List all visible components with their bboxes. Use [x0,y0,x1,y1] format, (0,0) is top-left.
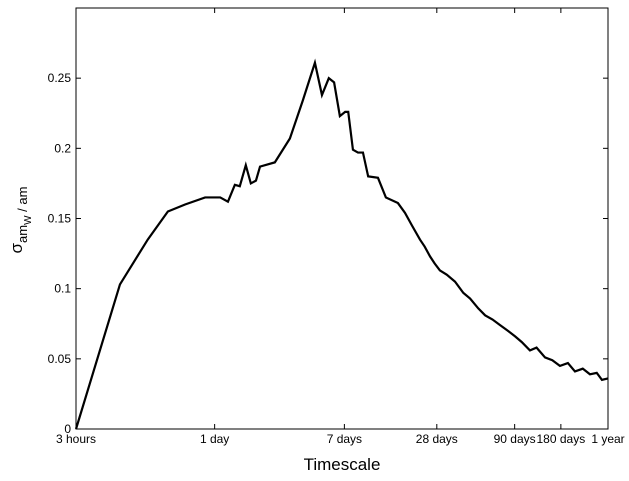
y-tick-label: 0 [64,422,71,436]
y-tick-label: 0.15 [48,212,72,226]
x-tick-label: 1 day [200,432,229,446]
y-label-sub: am [15,225,30,243]
x-tick-label: 1 year [591,432,624,446]
y-label-subsub: W [23,215,34,225]
x-axis-label: Timescale [304,455,381,474]
x-tick-label: 28 days [416,432,458,446]
x-tick-label: 180 days [537,432,586,446]
y-tick-label: 0.2 [54,141,71,155]
x-tick-label: 3 hours [56,432,96,446]
y-label-suffix: / am [15,187,30,216]
x-tick-label: 90 days [494,432,536,446]
x-tick-label: 7 days [327,432,362,446]
y-tick-label: 0.25 [48,71,72,85]
y-tick-label: 0.05 [48,352,72,366]
y-axis-label: σamW / am [7,187,34,254]
y-tick-label: 0.1 [54,282,71,296]
y-label-symbol: σ [7,242,26,253]
data-line [74,58,609,430]
plot-frame [75,7,609,430]
